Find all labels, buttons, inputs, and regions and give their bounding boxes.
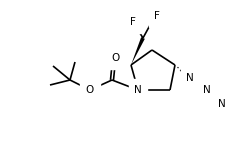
Text: F: F [130,17,136,27]
Text: O: O [86,85,94,95]
Text: N: N [218,99,226,109]
Text: N: N [134,85,142,95]
Text: O: O [112,53,120,63]
Text: N: N [203,85,211,95]
Polygon shape [131,37,145,65]
Text: F: F [154,11,160,21]
Text: N: N [186,73,194,83]
